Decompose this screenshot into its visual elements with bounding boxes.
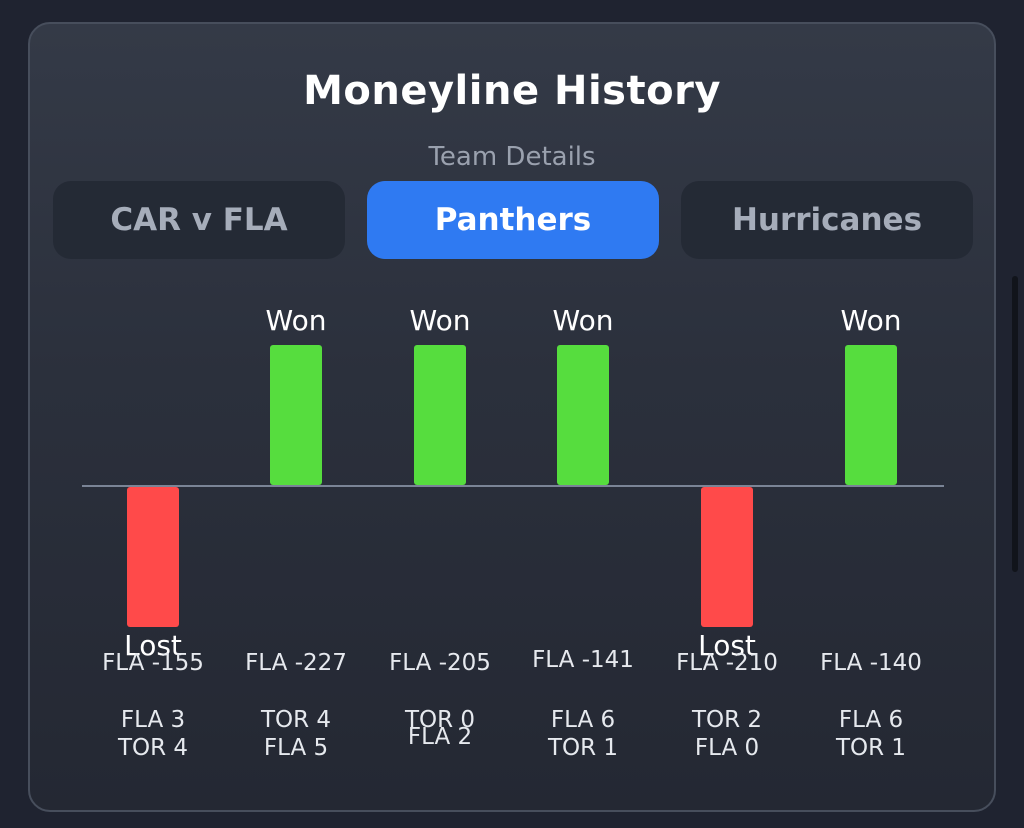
score-line-2: FLA 0 (694, 735, 760, 761)
result-label: Won (409, 304, 471, 337)
moneyline-odds: FLA -141 (532, 647, 634, 673)
moneyline-card: Moneyline History Team Details CAR v FLA… (28, 22, 996, 812)
tab-hurricanes[interactable]: Hurricanes (681, 181, 973, 259)
result-label: Won (265, 304, 327, 337)
page-subtitle: Team Details (428, 142, 596, 172)
result-label: Won (840, 304, 902, 337)
score-line-1: FLA 6 (550, 707, 616, 733)
score-line-1: TOR 0 (404, 707, 476, 733)
result-bar (845, 345, 897, 485)
score-line-1: TOR 2 (691, 707, 763, 733)
page-title: Moneyline History (303, 68, 721, 114)
moneyline-odds: FLA -155 (102, 650, 204, 676)
score-line-1: FLA 6 (838, 707, 904, 733)
result-label: Won (552, 304, 614, 337)
result-bar (270, 345, 322, 485)
result-bar (127, 487, 179, 627)
result-label: Lost (698, 629, 756, 662)
moneyline-odds: FLA -140 (820, 650, 922, 676)
score-line-2: TOR 4 (117, 735, 189, 761)
tab-panthers[interactable]: Panthers (367, 181, 659, 259)
score-line-2: FLA 5 (263, 735, 329, 761)
result-bar (557, 345, 609, 485)
score-line-1: TOR 4 (260, 707, 332, 733)
chart-baseline (82, 485, 944, 487)
moneyline-odds: FLA -210 (676, 650, 778, 676)
scrollbar[interactable] (1012, 276, 1018, 572)
result-label: Lost (124, 629, 182, 662)
moneyline-odds: FLA -205 (389, 650, 491, 676)
score-line-1: FLA 3 (120, 707, 186, 733)
tab-car-v-fla[interactable]: CAR v FLA (53, 181, 345, 259)
score-line-2: TOR 1 (547, 735, 619, 761)
result-bar (414, 345, 466, 485)
score-line-2: FLA 2 (407, 724, 473, 750)
result-bar (701, 487, 753, 627)
score-line-2: TOR 1 (835, 735, 907, 761)
moneyline-odds: FLA -227 (245, 650, 347, 676)
